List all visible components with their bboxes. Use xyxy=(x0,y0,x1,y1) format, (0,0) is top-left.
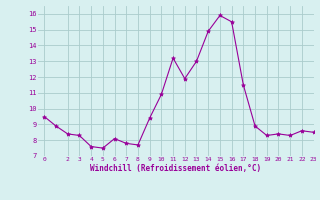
X-axis label: Windchill (Refroidissement éolien,°C): Windchill (Refroidissement éolien,°C) xyxy=(91,164,261,173)
